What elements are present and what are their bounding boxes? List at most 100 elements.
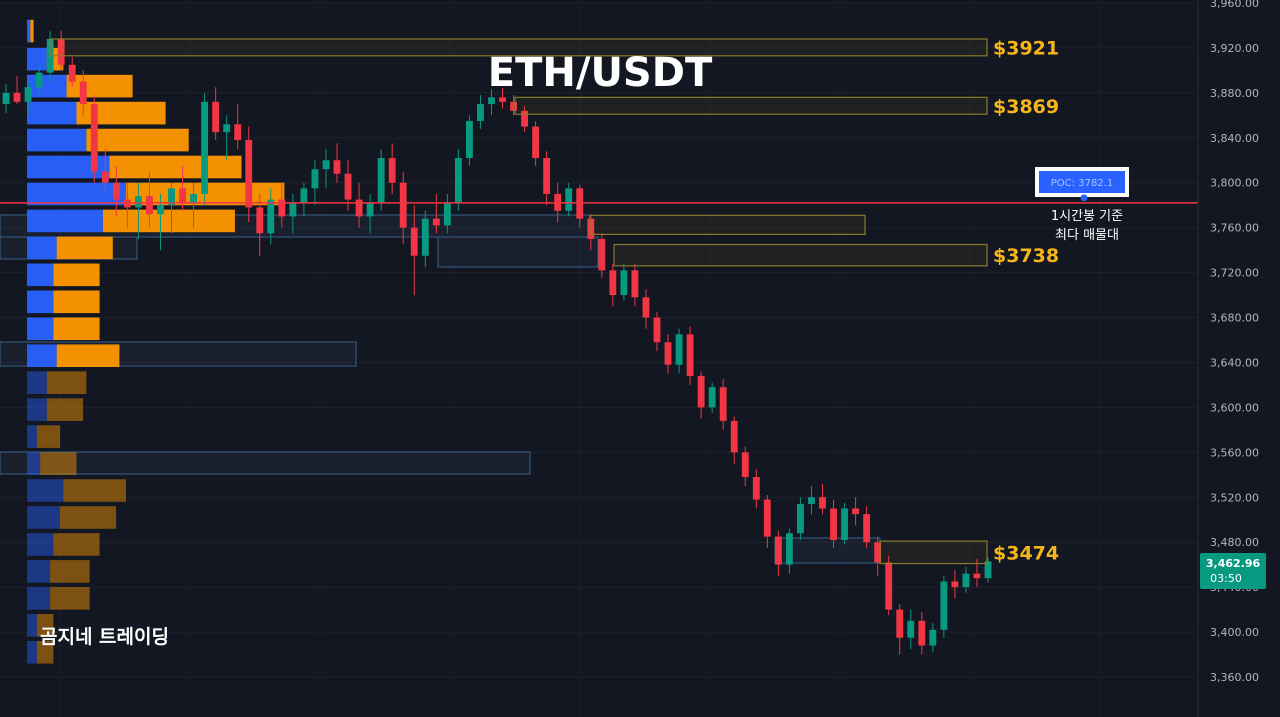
candle-body — [918, 620, 926, 646]
price-tick-label: 3,400.00 — [1210, 626, 1259, 639]
price-tick-label: 3,920.00 — [1210, 42, 1259, 55]
candle-body — [13, 92, 21, 102]
candle-body — [311, 169, 319, 189]
volume-bar-down — [50, 587, 90, 610]
price-axis-background — [1198, 0, 1280, 717]
candle-body — [940, 581, 948, 630]
zone-labels: $3921 $3869 $3738 $3474 — [993, 37, 1059, 564]
price-tick-label: 3,800.00 — [1210, 177, 1259, 190]
candle-body — [443, 202, 451, 226]
candle-body — [730, 420, 738, 453]
last-price-countdown: 03:50 — [1210, 572, 1242, 585]
candle-body — [620, 270, 628, 296]
price-tick-label: 3,680.00 — [1210, 312, 1259, 325]
resistance-zone-box — [879, 540, 988, 565]
volume-bar-down — [53, 533, 100, 556]
candle-body — [686, 334, 694, 376]
volume-bar-down — [36, 614, 54, 637]
candle-body — [598, 238, 606, 271]
volume-bar-up — [27, 614, 37, 637]
candle-body — [830, 508, 837, 540]
price-tick-label: 3,880.00 — [1210, 87, 1259, 100]
candle-body — [510, 101, 517, 111]
candle-body — [465, 120, 473, 159]
price-tick-label: 3,840.00 — [1210, 132, 1259, 145]
volume-bar-up — [27, 19, 31, 43]
candle-body — [532, 126, 540, 159]
candle-body — [929, 629, 937, 646]
poc-badge-fill — [1039, 171, 1125, 193]
candle-body — [874, 542, 882, 563]
candle-body — [168, 188, 175, 206]
candle-body — [896, 609, 904, 638]
volume-bar-up — [27, 290, 54, 314]
candle-body — [355, 199, 363, 217]
volume-bar-down — [56, 344, 120, 368]
candle-body — [741, 452, 749, 478]
candle-body — [432, 218, 440, 226]
candle-body — [587, 218, 595, 239]
candle-body — [697, 375, 705, 408]
candle-body — [101, 171, 109, 183]
support-zone-box — [437, 236, 599, 268]
volume-bar-up — [27, 560, 51, 583]
zone-price-label: $3921 — [993, 37, 1059, 59]
candle-body — [201, 101, 209, 194]
candle-body — [951, 581, 959, 588]
candle-body — [708, 387, 716, 408]
candle-body — [289, 202, 297, 217]
candle-body — [863, 514, 871, 543]
candle-body — [488, 97, 495, 105]
price-axis-ticks: 3,960.00 3,920.00 3,880.00 3,840.00 3,800.00… — [1210, 0, 1259, 684]
candle-body — [79, 81, 87, 105]
last-price-value: 3,462.96 — [1206, 557, 1261, 570]
volume-bar-up — [27, 479, 64, 502]
poc-note-line2: 최다 매물대 — [1055, 228, 1119, 243]
last-price-badge: 3,462.96 03:50 — [1200, 553, 1266, 589]
candle-body — [344, 173, 352, 200]
candle-body — [752, 477, 760, 500]
candle-body — [112, 182, 120, 200]
candle-body — [134, 196, 142, 208]
resistance-zone-box — [589, 214, 866, 236]
volume-bar-up — [27, 128, 87, 152]
zone-price-label: $3869 — [993, 96, 1059, 118]
candle-body — [763, 499, 771, 537]
volume-profile — [27, 19, 285, 664]
volume-bar-up — [27, 344, 57, 368]
candle-body — [565, 188, 573, 211]
volume-bar-up — [27, 425, 37, 448]
candle-body — [377, 158, 385, 203]
volume-bar-up — [27, 101, 77, 125]
volume-bar-down — [86, 128, 189, 152]
watermark-text: 곰지네 트레이딩 — [40, 626, 169, 648]
grid-lines — [0, 2, 1198, 678]
volume-bar-down — [109, 155, 242, 179]
candle-body — [68, 64, 76, 82]
candle-body — [885, 562, 893, 610]
candle-body — [719, 387, 727, 421]
volume-bar-up — [27, 236, 57, 260]
volume-bar-up — [27, 209, 103, 233]
volume-bar-down — [102, 209, 235, 233]
price-tick-label: 3,560.00 — [1210, 446, 1259, 459]
candle-body — [973, 573, 981, 579]
candle-body — [675, 334, 683, 365]
poc-badge: POC: 3782.1 — [1035, 167, 1129, 202]
candle-body — [256, 207, 264, 234]
volume-bar-down — [50, 560, 90, 583]
candle-body — [410, 227, 418, 256]
volume-bar-down — [46, 398, 84, 421]
chart-title: ETH/USDT — [488, 50, 713, 96]
volume-bar-down — [53, 263, 100, 287]
candle-body — [146, 196, 153, 215]
candle-body — [785, 533, 793, 565]
price-axis[interactable]: 3,960.00 3,920.00 3,880.00 3,840.00 3,800.00… — [1197, 0, 1280, 717]
volume-bar-down — [46, 371, 87, 394]
candle-body — [852, 508, 860, 515]
candle-body — [267, 199, 275, 234]
volume-bar-up — [27, 47, 47, 71]
volume-bar-down — [53, 317, 100, 341]
volume-bar-up — [27, 74, 67, 98]
